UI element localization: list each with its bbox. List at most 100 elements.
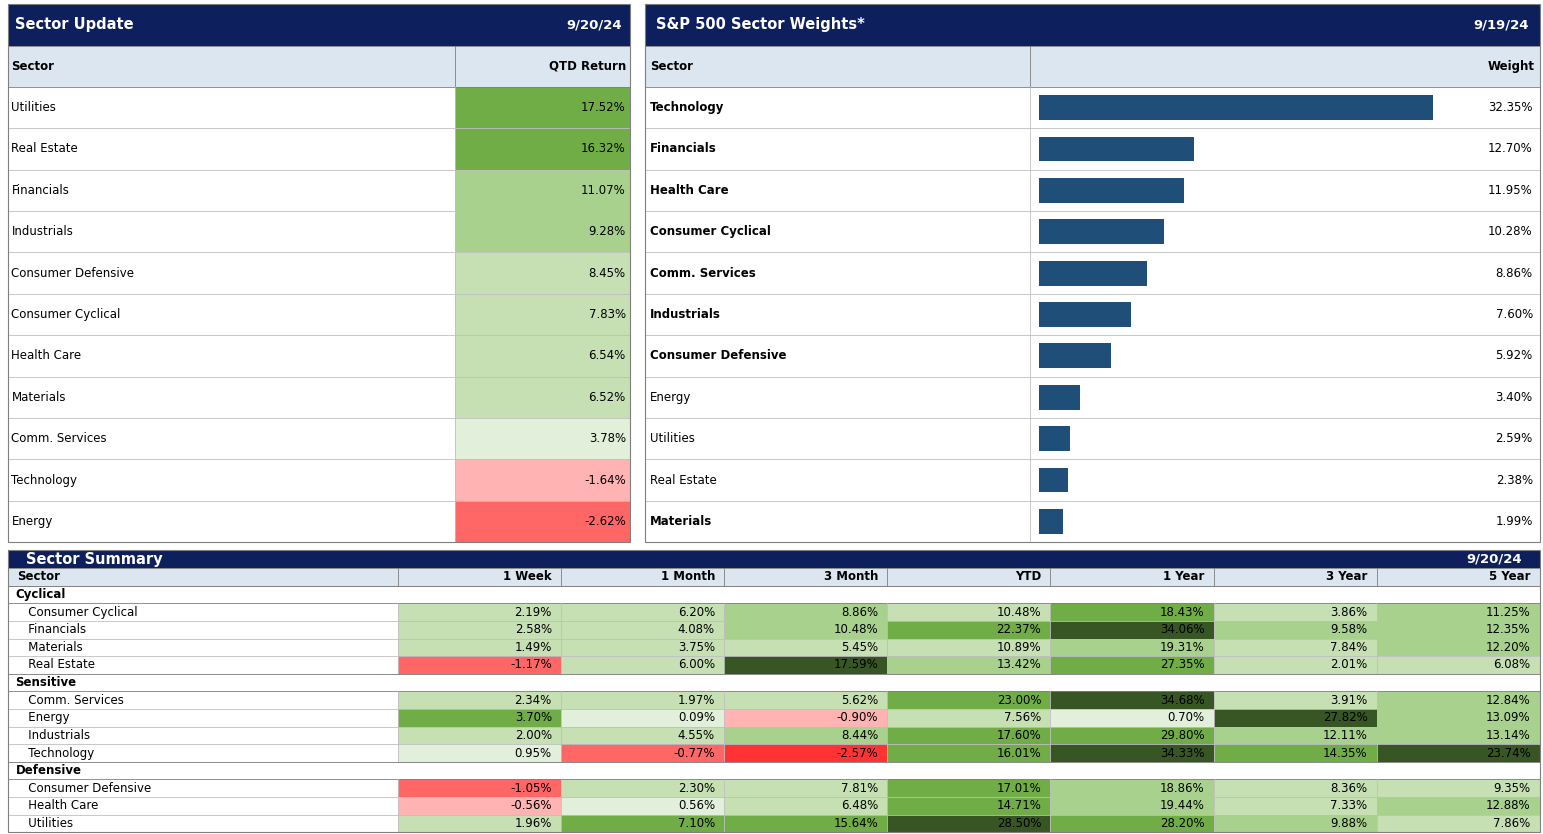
Bar [8,674,1540,691]
Text: Technology: Technology [17,746,94,760]
Bar [724,603,887,620]
Text: 5.62%: 5.62% [841,694,878,706]
Text: Consumer Defensive: Consumer Defensive [11,267,134,279]
Bar [1029,253,1540,294]
Text: 8.45%: 8.45% [589,267,626,279]
Text: 0.95%: 0.95% [515,746,552,760]
Bar [1038,219,1163,244]
Bar [1376,726,1540,744]
Text: Energy: Energy [17,711,69,724]
Bar [562,620,724,639]
Bar [8,87,455,128]
Text: 13.42%: 13.42% [997,659,1042,671]
Text: 12.88%: 12.88% [1486,800,1531,812]
Bar [8,253,455,294]
Text: 12.70%: 12.70% [1487,143,1532,155]
Text: 1.49%: 1.49% [514,641,552,654]
Bar [1376,691,1540,709]
Bar [1038,344,1111,369]
Text: Financials: Financials [17,623,86,636]
Bar [1029,294,1540,335]
Bar [8,294,455,335]
Text: 17.59%: 17.59% [833,659,878,671]
Text: QTD Return: QTD Return [549,60,626,73]
Text: 13.09%: 13.09% [1486,711,1531,724]
Bar [724,780,887,797]
Bar [8,709,398,726]
Text: 4.08%: 4.08% [677,623,714,636]
Text: 8.44%: 8.44% [841,729,878,742]
Bar [8,780,398,797]
Bar [562,639,724,656]
Text: Defensive: Defensive [15,764,82,777]
Text: -2.57%: -2.57% [836,746,878,760]
Text: 17.52%: 17.52% [582,101,626,114]
Text: 23.74%: 23.74% [1486,746,1531,760]
Bar [455,500,630,542]
Bar [398,568,562,585]
Bar [1038,302,1131,327]
Bar [1051,744,1214,762]
Text: 34.06%: 34.06% [1160,623,1205,636]
Bar [8,4,630,46]
Text: 14.35%: 14.35% [1322,746,1367,760]
Text: Utilities: Utilities [650,432,696,445]
Bar [1214,744,1376,762]
Bar [562,780,724,797]
Bar [8,815,398,832]
Text: 14.71%: 14.71% [997,800,1042,812]
Text: -1.17%: -1.17% [511,659,552,671]
Bar [1029,335,1540,377]
Bar [645,87,1029,128]
Bar [8,46,455,87]
Text: 5.92%: 5.92% [1495,349,1532,363]
Bar [724,568,887,585]
Bar [724,691,887,709]
Bar [1214,726,1376,744]
Text: 2.38%: 2.38% [1495,474,1532,486]
Text: Energy: Energy [11,515,52,528]
Bar [1038,261,1146,285]
Text: Consumer Defensive: Consumer Defensive [17,781,151,795]
Text: Comm. Services: Comm. Services [11,432,106,445]
Bar [1051,780,1214,797]
Text: Real Estate: Real Estate [650,474,717,486]
Bar [645,46,1029,87]
Bar [562,568,724,585]
Bar [562,797,724,815]
Text: 1 Week: 1 Week [503,570,552,583]
Bar [645,418,1029,460]
Bar [1051,709,1214,726]
Bar [887,568,1051,585]
Bar [398,709,562,726]
Bar [8,418,455,460]
Text: 2.34%: 2.34% [514,694,552,706]
Text: Industrials: Industrials [11,225,74,239]
Bar [1051,726,1214,744]
Text: Sector Summary: Sector Summary [26,552,162,567]
Text: 1 Year: 1 Year [1163,570,1205,583]
Bar [455,335,630,377]
Text: 9.35%: 9.35% [1494,781,1531,795]
Text: Utilities: Utilities [17,817,73,830]
Text: 12.20%: 12.20% [1486,641,1531,654]
Bar [1029,87,1540,128]
Text: 0.56%: 0.56% [677,800,714,812]
Bar [455,418,630,460]
Bar [645,335,1029,377]
Text: -0.56%: -0.56% [511,800,552,812]
Bar [724,726,887,744]
Text: Consumer Cyclical: Consumer Cyclical [11,308,120,321]
Bar [887,691,1051,709]
Text: Materials: Materials [650,515,713,528]
Bar [562,726,724,744]
Text: 12.11%: 12.11% [1322,729,1367,742]
Text: Comm. Services: Comm. Services [17,694,123,706]
Text: 6.48%: 6.48% [841,800,878,812]
Text: Consumer Cyclical: Consumer Cyclical [650,225,772,239]
Text: Sector: Sector [17,570,60,583]
Text: 9/19/24: 9/19/24 [1474,18,1529,32]
Bar [8,762,1540,780]
Bar [724,797,887,815]
Text: 7.56%: 7.56% [1004,711,1042,724]
